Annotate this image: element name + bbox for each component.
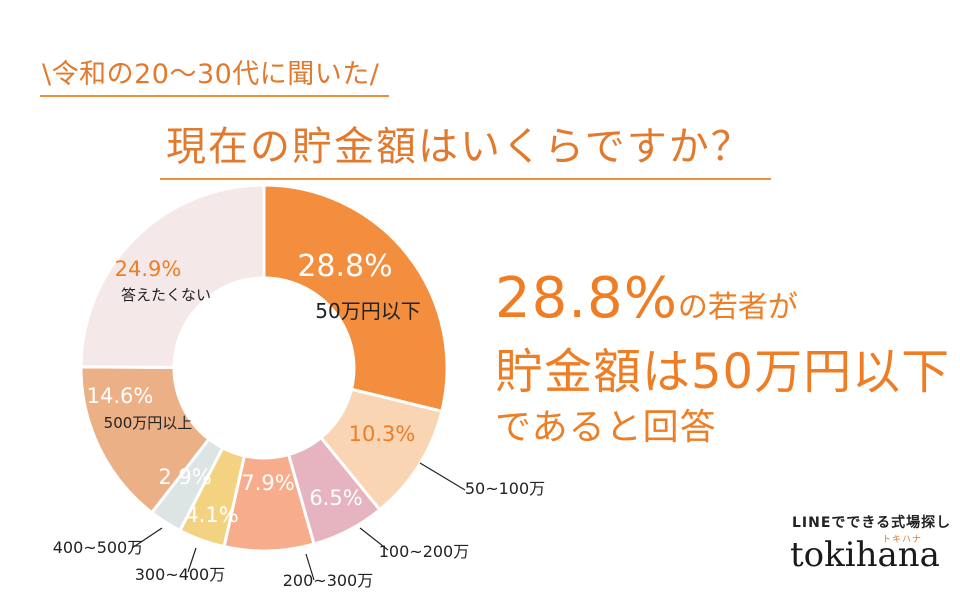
slice-leader-line: [305, 553, 315, 581]
slice-category-label: 50万円以下: [315, 299, 420, 323]
callout-percent: 28.8%: [495, 266, 678, 331]
slice-percent-label: 2.9%: [158, 465, 211, 489]
slice-percent-label: 24.9%: [115, 257, 182, 281]
slice-category-label: 50~100万: [465, 479, 545, 498]
slice-percent-label: 6.5%: [309, 486, 362, 510]
slice-category-label: 200~300万: [283, 571, 374, 590]
brand-logo: tokihana: [790, 535, 940, 575]
slice-leader-line: [131, 527, 163, 549]
callout-line-1: 28.8%の若者が: [495, 266, 798, 331]
slice-leader-line: [187, 547, 197, 573]
slice-category-label: 400~500万: [53, 538, 144, 557]
chart-title: 現在の貯金額はいくらですか？: [160, 114, 771, 180]
slice-percent-label: 14.6%: [87, 384, 154, 408]
donut-slice: [262, 183, 449, 414]
donut-slice: [79, 183, 266, 369]
slice-category-label: 答えたくない: [121, 286, 211, 304]
slice-category-label: 500万円以上: [104, 414, 193, 432]
slice-category-label: 300~400万: [135, 565, 226, 584]
brand-tagline: LINEでできる式場探し: [792, 515, 952, 531]
slice-leader-line: [419, 462, 466, 491]
slice-percent-label: 28.8%: [297, 249, 392, 284]
callout-line-3: であると回答: [495, 407, 717, 448]
callout-line-2: 貯金額は50万円以下: [495, 344, 951, 400]
chart-subtitle: \令和の20〜30代に聞いた/: [40, 52, 390, 97]
callout-suffix: の若者が: [677, 290, 798, 325]
slice-percent-label: 4.1%: [185, 503, 238, 527]
slice-percent-label: 7.9%: [241, 471, 294, 495]
brand-kana: トキハナ: [882, 535, 923, 545]
slice-leader-line: [359, 527, 389, 551]
slice-percent-label: 10.3%: [349, 422, 416, 446]
slice-category-label: 100~200万: [379, 542, 470, 561]
